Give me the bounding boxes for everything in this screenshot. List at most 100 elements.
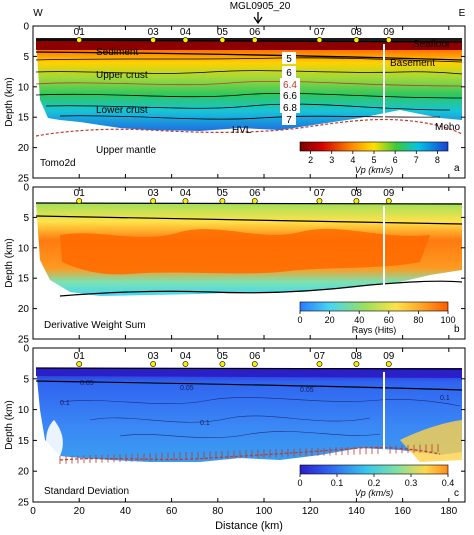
contour-label-box — [282, 113, 296, 125]
colorbar-tick-label: 0.2 — [368, 478, 381, 488]
y-tick-label: 10 — [18, 82, 30, 93]
x-tick-label: 80 — [212, 506, 224, 517]
sediment-band — [36, 40, 462, 50]
y-tick-label: 0 — [23, 344, 29, 355]
colorbar-tick-label: 3 — [329, 155, 334, 165]
x-tick-label: 60 — [166, 506, 178, 517]
layer-label-sediment: Sediment — [96, 47, 138, 58]
contour-7 — [59, 115, 441, 120]
model-label: Tomo2d — [40, 158, 76, 169]
figure-title: MGL0905_20 — [230, 1, 291, 12]
seafloor-line-c — [35, 367, 463, 370]
direction-east: E — [459, 8, 466, 19]
colorbar-std-label: Vp (km/s) — [355, 488, 394, 498]
station-marker — [316, 37, 323, 43]
x-tick-label: 20 — [74, 506, 86, 517]
std-contour — [59, 397, 461, 407]
colorbar-tick-label: 6 — [393, 155, 398, 165]
station-label: 07 — [314, 351, 326, 362]
moho-error-ticks — [59, 444, 439, 464]
colorbar-rays — [299, 301, 449, 312]
moho-line-b — [59, 280, 463, 297]
contour-6.4 — [35, 80, 463, 87]
y-tick-label: 5 — [23, 213, 29, 224]
y-tick-label: 25 — [18, 174, 30, 185]
x-tick-label: 100 — [256, 506, 273, 517]
y-tick-label: 5 — [23, 374, 29, 385]
basement-line — [35, 51, 463, 61]
panel-label-c: c — [454, 488, 459, 499]
colorbar-std-ticks: 0 0.1 0.2 0.3 0.4 — [297, 474, 454, 488]
colorbar-tick-label: 40 — [354, 315, 364, 325]
colorbar-tick-label: 0 — [297, 315, 302, 325]
layer-label-basement: Basement — [390, 58, 435, 69]
x-tick-label: 120 — [302, 506, 319, 517]
panel-c-title: Standard Deviation — [44, 486, 129, 497]
station-marker — [182, 37, 189, 43]
contour-label-box — [280, 101, 300, 113]
layer-label-upper-mantle: Upper mantle — [96, 145, 156, 156]
figure-title-arrow — [253, 12, 263, 25]
station-label: 06 — [249, 351, 261, 362]
colorbar-tick-label: 60 — [384, 315, 394, 325]
station-label: 04 — [180, 188, 192, 199]
contour-label-5: 5 — [286, 54, 292, 65]
std-contour-label: 0.05 — [300, 387, 314, 394]
contour-label-box — [280, 78, 300, 90]
y-tick-label: 20 — [18, 467, 30, 478]
station-label: 03 — [148, 188, 160, 199]
station-marker — [76, 198, 83, 204]
std-contour-labels: 0.05 0.1 0.05 0.1 0.05 0.1 — [60, 380, 450, 427]
x-tick-label: 180 — [440, 506, 457, 517]
colorbar-tick-label: 7 — [414, 155, 419, 165]
stations-a: 01 03 04 05 06 07 08 09 — [74, 27, 395, 43]
y-tick-label: 10 — [18, 405, 30, 416]
station-label: 03 — [148, 351, 160, 362]
station-marker — [76, 37, 83, 43]
colorbar-tick-label: 100 — [440, 315, 455, 325]
panel-label-a: a — [454, 163, 460, 174]
seafloor-line-b — [35, 202, 463, 205]
direction-west: W — [33, 8, 43, 19]
colorbar-rays-ticks: 0 20 40 60 80 100 — [297, 311, 456, 325]
station-label: 06 — [249, 188, 261, 199]
station-label: 08 — [351, 351, 363, 362]
station-marker — [353, 361, 360, 367]
y-tick-label: 0 — [23, 22, 29, 33]
station-marker — [385, 361, 392, 367]
basement-line-c — [35, 380, 463, 391]
std-contour-label: 0.1 — [440, 395, 450, 402]
station-marker — [251, 361, 258, 367]
station-label: 09 — [383, 27, 395, 38]
colorbar-tick-label: 0.1 — [331, 478, 344, 488]
panel-c: 0.05 0.1 0.05 0.1 0.05 0.1 Standard Devi… — [4, 344, 466, 517]
contour-6.8 — [45, 103, 451, 111]
station-marker — [251, 198, 258, 204]
station-marker — [385, 37, 392, 43]
colorbar-vp — [299, 141, 449, 152]
basement-line-b — [35, 215, 463, 225]
station-marker — [316, 361, 323, 367]
station-marker — [219, 37, 226, 43]
panel-b: Derivative Weight Sum b 0 20 40 60 80 100 Ray… — [4, 183, 466, 346]
station-marker — [182, 361, 189, 367]
std-contour — [89, 415, 371, 423]
contour-label-6: 6 — [286, 68, 292, 79]
station-marker — [385, 198, 392, 204]
station-label: 07 — [314, 188, 326, 199]
colorbar-vp-label: Vp (km/s) — [355, 165, 394, 175]
x-tick-label: 160 — [394, 506, 411, 517]
station-marker — [316, 198, 323, 204]
layer-label-lower-crust: Lower crust — [96, 105, 148, 116]
contour-lines — [35, 57, 463, 120]
contour-label-6.8: 6.8 — [283, 103, 297, 114]
contour-label-box — [282, 52, 296, 64]
panel-a: Sediment Upper crust Lower crust Upper m… — [4, 22, 466, 185]
x-tick-label: 140 — [348, 506, 365, 517]
x-tick-label: 0 — [30, 506, 36, 517]
colorbar-tick-label: 0.3 — [405, 478, 418, 488]
